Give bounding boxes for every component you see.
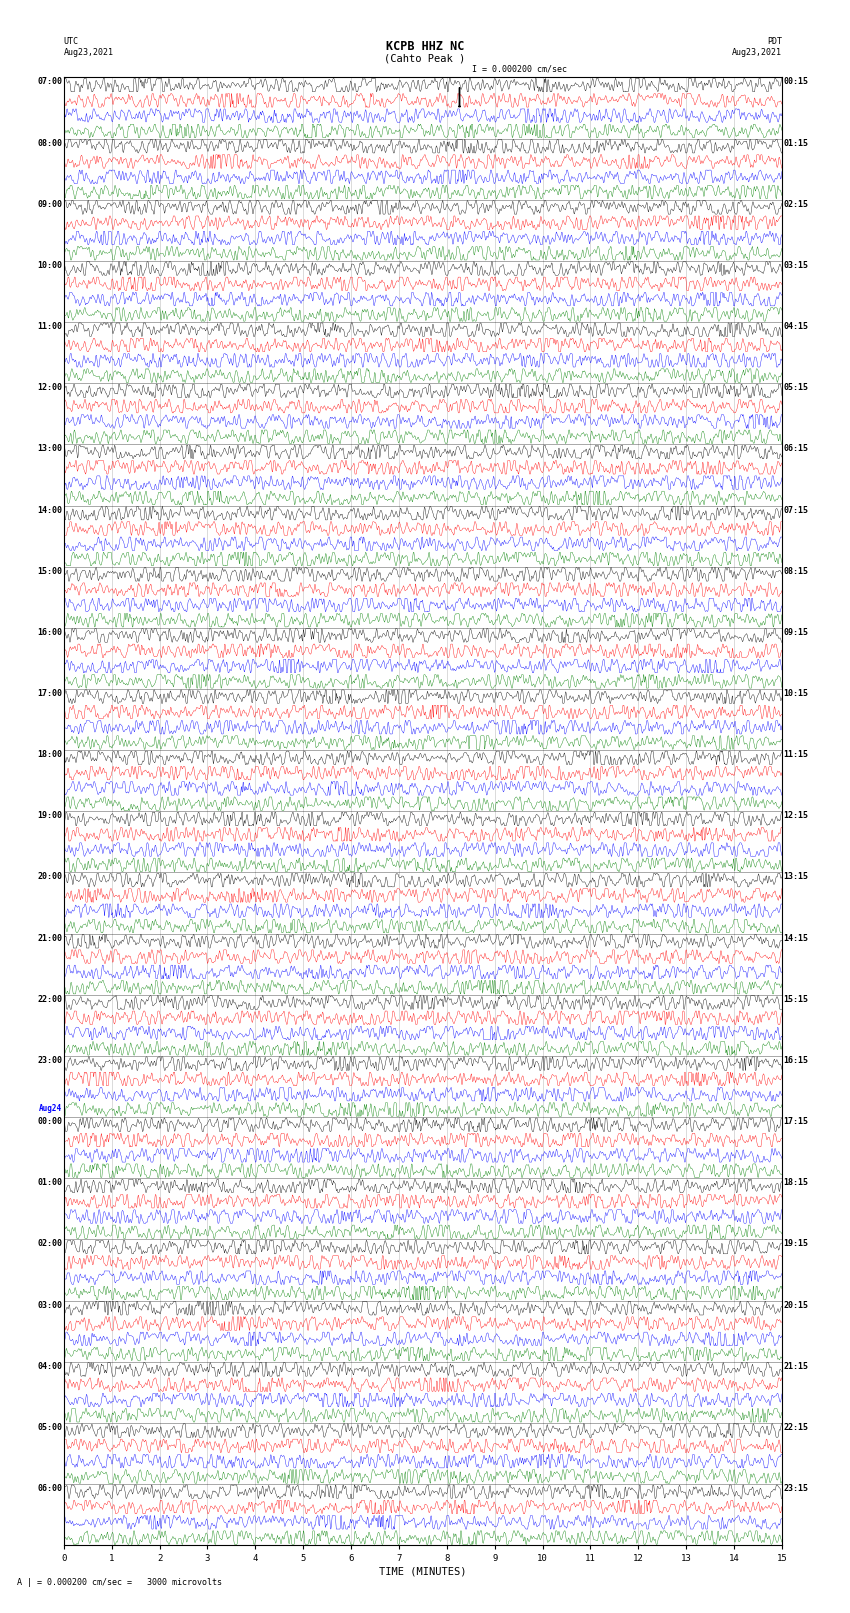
X-axis label: TIME (MINUTES): TIME (MINUTES)	[379, 1566, 467, 1576]
Text: 12:15: 12:15	[784, 811, 808, 821]
Text: I = 0.000200 cm/sec: I = 0.000200 cm/sec	[472, 65, 567, 74]
Text: 04:15: 04:15	[784, 323, 808, 331]
Text: 11:15: 11:15	[784, 750, 808, 760]
Text: 09:00: 09:00	[37, 200, 62, 208]
Text: A | = 0.000200 cm/sec =   3000 microvolts: A | = 0.000200 cm/sec = 3000 microvolts	[17, 1578, 222, 1587]
Text: 03:15: 03:15	[784, 261, 808, 269]
Text: 15:15: 15:15	[784, 995, 808, 1003]
Text: 06:15: 06:15	[784, 444, 808, 453]
Text: 02:15: 02:15	[784, 200, 808, 208]
Text: 09:15: 09:15	[784, 627, 808, 637]
Text: 02:00: 02:00	[37, 1239, 62, 1248]
Text: Aug24: Aug24	[39, 1103, 62, 1113]
Text: 15:00: 15:00	[37, 566, 62, 576]
Text: PDT: PDT	[767, 37, 782, 47]
Text: 13:15: 13:15	[784, 873, 808, 881]
Text: 07:00: 07:00	[37, 77, 62, 87]
Text: 14:00: 14:00	[37, 505, 62, 515]
Text: 19:00: 19:00	[37, 811, 62, 821]
Text: 23:15: 23:15	[784, 1484, 808, 1494]
Text: 22:15: 22:15	[784, 1423, 808, 1432]
Text: 22:00: 22:00	[37, 995, 62, 1003]
Text: 01:00: 01:00	[37, 1177, 62, 1187]
Text: 03:00: 03:00	[37, 1300, 62, 1310]
Text: 05:00: 05:00	[37, 1423, 62, 1432]
Text: 12:00: 12:00	[37, 384, 62, 392]
Text: Aug23,2021: Aug23,2021	[732, 48, 782, 58]
Text: 05:15: 05:15	[784, 384, 808, 392]
Text: 18:00: 18:00	[37, 750, 62, 760]
Text: 01:15: 01:15	[784, 139, 808, 147]
Text: 11:00: 11:00	[37, 323, 62, 331]
Text: 21:00: 21:00	[37, 934, 62, 942]
Text: 20:00: 20:00	[37, 873, 62, 881]
Text: KCPB HHZ NC: KCPB HHZ NC	[386, 40, 464, 53]
Text: 14:15: 14:15	[784, 934, 808, 942]
Text: 19:15: 19:15	[784, 1239, 808, 1248]
Text: 06:00: 06:00	[37, 1484, 62, 1494]
Text: 23:00: 23:00	[37, 1057, 62, 1065]
Text: 20:15: 20:15	[784, 1300, 808, 1310]
Text: 21:15: 21:15	[784, 1361, 808, 1371]
Text: 04:00: 04:00	[37, 1361, 62, 1371]
Text: 08:00: 08:00	[37, 139, 62, 147]
Text: 16:00: 16:00	[37, 627, 62, 637]
Text: 07:15: 07:15	[784, 505, 808, 515]
Text: 10:00: 10:00	[37, 261, 62, 269]
Text: 13:00: 13:00	[37, 444, 62, 453]
Text: 17:00: 17:00	[37, 689, 62, 698]
Text: 16:15: 16:15	[784, 1057, 808, 1065]
Text: 08:15: 08:15	[784, 566, 808, 576]
Text: Aug23,2021: Aug23,2021	[64, 48, 114, 58]
Text: (Cahto Peak ): (Cahto Peak )	[384, 53, 466, 63]
Text: 10:15: 10:15	[784, 689, 808, 698]
Text: 18:15: 18:15	[784, 1177, 808, 1187]
Text: 17:15: 17:15	[784, 1118, 808, 1126]
Text: 00:00: 00:00	[37, 1118, 62, 1126]
Text: 00:15: 00:15	[784, 77, 808, 87]
Text: UTC: UTC	[64, 37, 79, 47]
